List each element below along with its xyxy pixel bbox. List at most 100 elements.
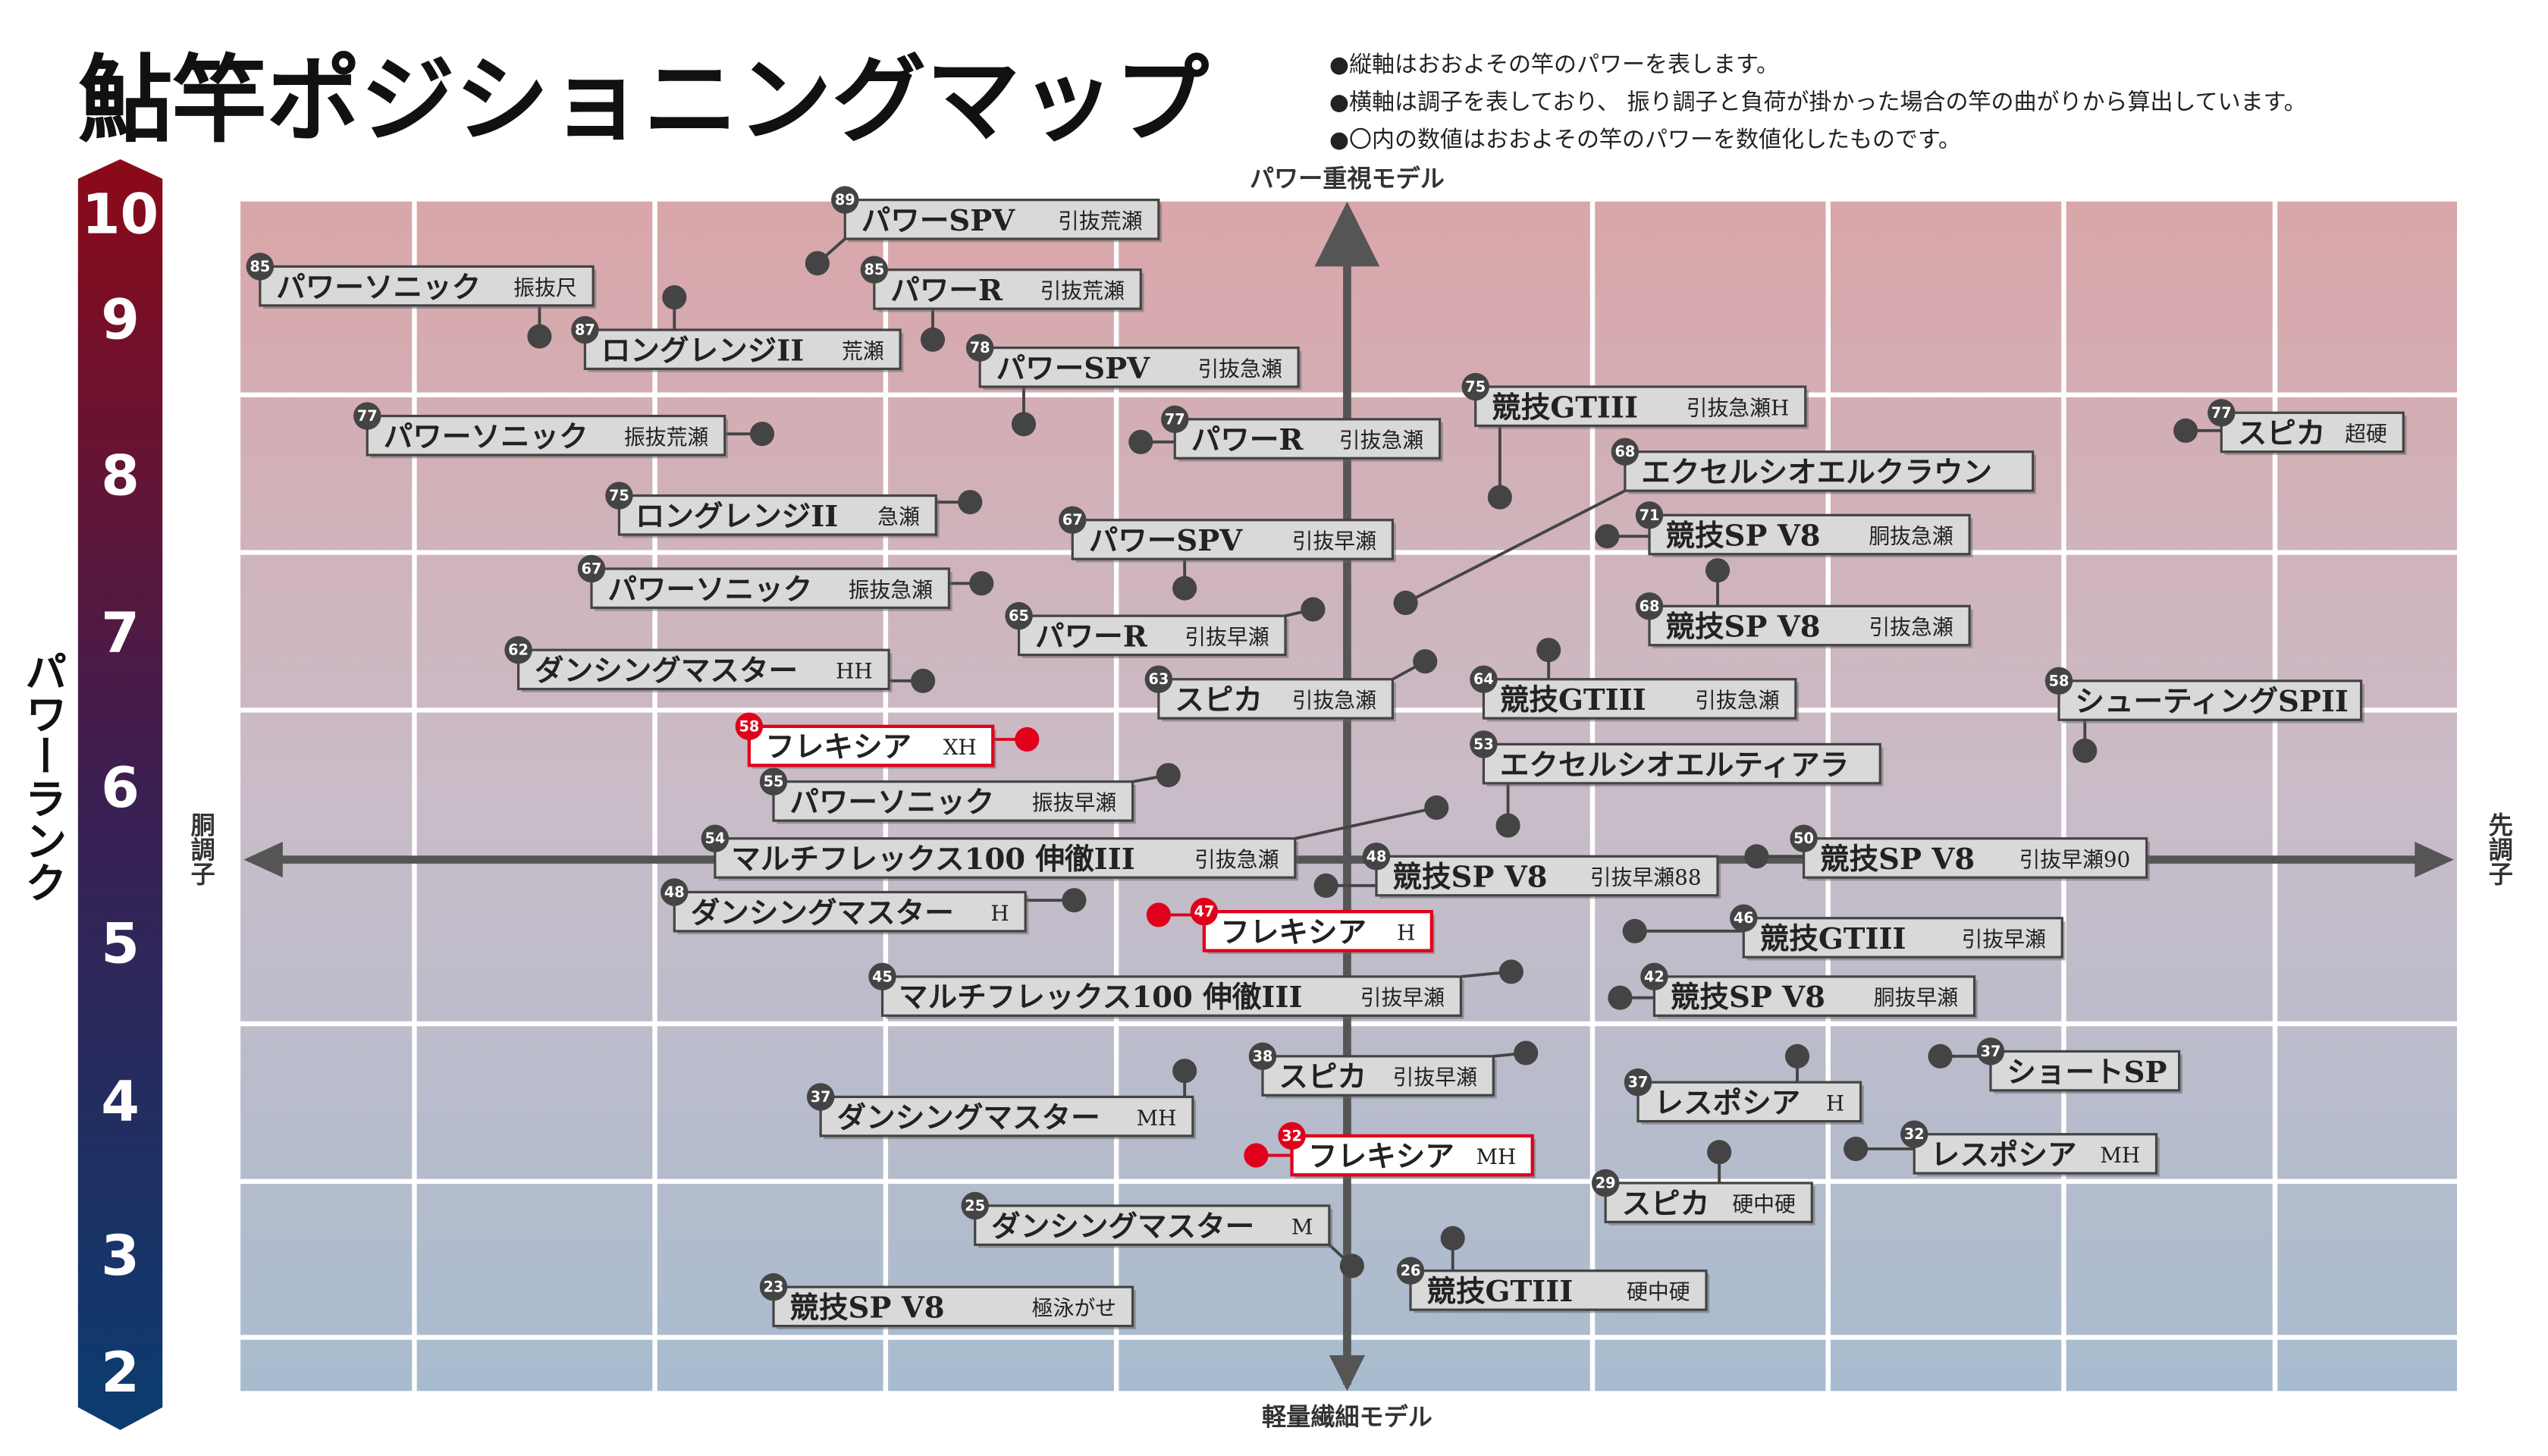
- rank-badge-label: 77: [1165, 410, 1185, 428]
- dot: [749, 422, 775, 447]
- item-name: レスポシア: [1654, 1087, 1800, 1121]
- dot: [958, 490, 983, 515]
- item-sub: 引抜荒瀬: [1058, 209, 1142, 234]
- dot: [527, 324, 552, 349]
- dot: [1595, 524, 1620, 549]
- item-box: [1636, 1081, 1862, 1123]
- rank-badge: [1144, 665, 1173, 693]
- map-item: 71 競技SP V8 胴抜急瀬: [1595, 501, 1973, 557]
- dot: [1172, 1059, 1197, 1084]
- item-sub: 引抜早瀬: [1961, 927, 2045, 952]
- note: ●〇内の数値はおおよその竿のパワーを数値化したものです。: [1329, 127, 1961, 153]
- rank-badge-label: 48: [664, 883, 685, 901]
- rank-badge: [1362, 843, 1391, 871]
- item-name: ダンシングマスター: [991, 1210, 1254, 1244]
- map-item: 68 競技SP V8 引抜急瀬: [1635, 558, 1973, 648]
- rank-badge: [1278, 1122, 1306, 1150]
- item-sub: 引抜早瀬88: [1590, 865, 1702, 890]
- item-box: [1913, 1133, 2158, 1175]
- map-item: 58 シューティングSPII: [2044, 667, 2364, 764]
- rank-label: 4: [101, 1069, 140, 1134]
- item-name: パワーソニック: [384, 420, 588, 454]
- map-item: 48 競技SP V8 引抜早瀬88: [1313, 843, 1721, 899]
- item-box: [978, 346, 1300, 388]
- item-box: [1624, 450, 2035, 492]
- item-box: [974, 1204, 1331, 1247]
- item-name: スピカ: [2238, 417, 2326, 451]
- item-box: [1482, 678, 1797, 720]
- rank-badge-label: 54: [704, 830, 725, 847]
- item-box: [1173, 418, 1442, 460]
- item-sub: 引抜早瀬: [1292, 529, 1376, 554]
- dot: [1622, 918, 1647, 943]
- rank-badge: [1470, 730, 1498, 758]
- map-item: 29 スピカ 硬中硬: [1591, 1140, 1815, 1225]
- item-box: [1261, 1055, 1495, 1097]
- item-box: [1375, 855, 1719, 897]
- map-item: 23 競技SP V8 極泳がせ: [759, 1272, 1136, 1329]
- map-item: 75 競技GTIII 引抜急瀬H: [1461, 372, 1809, 510]
- item-name: ショートSP: [2007, 1056, 2167, 1090]
- axis-left-label: 胴調子: [187, 812, 216, 886]
- item-box: [583, 328, 902, 371]
- rank-badge-label: 23: [764, 1279, 784, 1296]
- map-item: 77 スピカ 超硬: [2173, 399, 2407, 455]
- rank-label: 2: [101, 1341, 140, 1405]
- rank-badge-label: 89: [835, 191, 855, 209]
- rank-badge-label: 37: [1981, 1043, 2001, 1060]
- item-name: 競技SP V8: [1820, 843, 1975, 877]
- dot: [2173, 418, 2198, 443]
- rank-badge: [2044, 667, 2073, 695]
- item-name: 競技SP V8: [1392, 861, 1547, 895]
- map-item: 38 スピカ 引抜早瀬: [1248, 1040, 1539, 1099]
- rank-label: 3: [101, 1224, 140, 1288]
- item-box: [1071, 519, 1395, 560]
- rank-badge-label: 58: [2049, 672, 2069, 689]
- dot: [911, 668, 936, 693]
- item-box: [1017, 614, 1287, 657]
- item-sub: 極泳がせ: [1032, 1296, 1116, 1321]
- item-name: 競技GTIII: [1426, 1275, 1573, 1309]
- item-sub: XH: [943, 735, 977, 760]
- map-item: 42 競技SP V8 胴抜早瀬: [1608, 962, 1978, 1019]
- dot: [1705, 558, 1731, 583]
- rank-badge-label: 25: [965, 1197, 985, 1215]
- item-box: [1648, 513, 1971, 556]
- rank-badge-label: 67: [1062, 511, 1083, 529]
- dot: [969, 571, 994, 596]
- dot: [1146, 902, 1171, 927]
- map-item: 47 フレキシア H: [1146, 897, 1436, 954]
- map-item: 78 パワーSPV 引抜急瀬: [965, 334, 1302, 437]
- rank-badge: [1900, 1120, 1928, 1148]
- item-sub: 引抜荒瀬: [1040, 278, 1124, 303]
- item-sub: 引抜早瀬: [1360, 985, 1445, 1010]
- map-item: 85 パワーソニック 振抜尺: [246, 253, 597, 349]
- item-box: [1290, 1134, 1534, 1177]
- item-box: [1989, 1050, 2181, 1092]
- rank-badge-label: 58: [739, 717, 759, 735]
- item-sub: 引抜急瀬: [1339, 428, 1423, 453]
- item-name: スピカ: [1622, 1187, 1710, 1221]
- dot: [1413, 649, 1438, 674]
- dot: [1424, 795, 1449, 821]
- dot: [1156, 763, 1181, 788]
- rank-label: 8: [101, 444, 140, 508]
- axis-right-label: 先調子: [2485, 812, 2514, 886]
- item-box: [1202, 910, 1433, 952]
- item-name: パワーSPV: [1089, 524, 1244, 558]
- item-box: [772, 1285, 1134, 1328]
- item-sub: 振抜尺: [513, 275, 577, 300]
- arrow-head: [2415, 842, 2454, 878]
- item-sub: 硬中硬: [1732, 1191, 1796, 1216]
- dot: [805, 251, 830, 276]
- item-box: [819, 1095, 1194, 1138]
- dot: [1928, 1043, 1953, 1068]
- dot: [2073, 738, 2098, 764]
- rank-title: パワーランク: [17, 650, 67, 903]
- rank-badge: [1396, 1257, 1425, 1285]
- item-sub: 引抜急瀬: [1197, 356, 1282, 381]
- map-item: 32 レスポシア MH: [1844, 1120, 2160, 1177]
- item-box: [1652, 975, 1976, 1017]
- rank-badge: [1635, 592, 1664, 620]
